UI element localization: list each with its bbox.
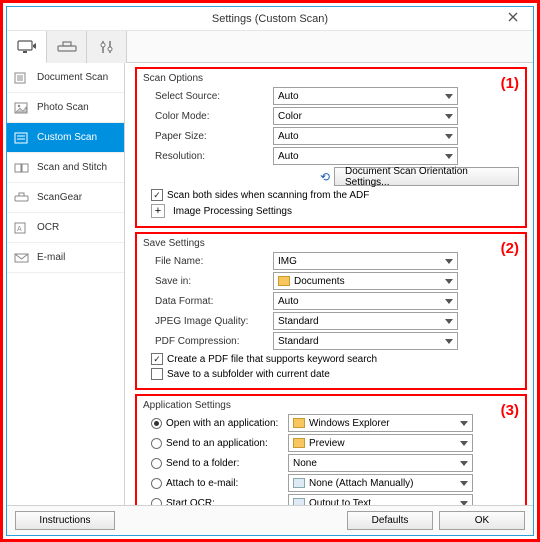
- text-icon: [293, 498, 305, 505]
- titlebar: Settings (Custom Scan): [7, 7, 533, 31]
- scan-both-sides-checkbox[interactable]: ✓: [151, 189, 163, 201]
- scan-both-sides-label: Scan both sides when scanning from the A…: [167, 190, 369, 201]
- instructions-button[interactable]: Instructions: [15, 511, 115, 530]
- send-app-dropdown[interactable]: Preview: [288, 434, 473, 452]
- refresh-icon[interactable]: ⟲: [320, 170, 330, 184]
- close-icon: [508, 12, 518, 22]
- send-app-label: Send to an application:: [166, 438, 284, 449]
- section-title: Save Settings: [143, 238, 519, 249]
- preview-icon: [293, 438, 305, 448]
- create-pdf-checkbox[interactable]: ✓: [151, 353, 163, 365]
- orientation-settings-button[interactable]: Document Scan Orientation Settings...: [334, 167, 519, 186]
- sidebar-item-scan-stitch[interactable]: Scan and Stitch: [7, 153, 124, 183]
- folder-icon: [278, 276, 290, 286]
- svg-text:A: A: [17, 226, 22, 233]
- photo-icon: [13, 101, 31, 115]
- sidebar-item-label: OCR: [37, 222, 59, 233]
- paper-size-dropdown[interactable]: Auto: [273, 127, 458, 145]
- attach-email-dropdown[interactable]: None (Attach Manually): [288, 474, 473, 492]
- content-area: Document Scan Photo Scan Custom Scan Sca…: [7, 63, 533, 505]
- attach-email-label: Attach to e-mail:: [166, 478, 284, 489]
- select-source-dropdown[interactable]: Auto: [273, 87, 458, 105]
- section-title: Scan Options: [143, 73, 519, 84]
- scanner-icon: [56, 40, 78, 54]
- color-mode-dropdown[interactable]: Color: [273, 107, 458, 125]
- pdf-compression-label: PDF Compression:: [143, 336, 273, 347]
- create-pdf-label: Create a PDF file that supports keyword …: [167, 354, 377, 365]
- save-subfolder-checkbox[interactable]: [151, 368, 163, 380]
- annotated-frame: Settings (Custom Scan) Document Scan Pho…: [0, 0, 540, 542]
- resolution-label: Resolution:: [143, 151, 273, 162]
- sidebar-item-label: ScanGear: [37, 192, 82, 203]
- section-scan-options: (1) Scan Options Select Source: Auto Col…: [135, 67, 527, 228]
- resolution-dropdown[interactable]: Auto: [273, 147, 458, 165]
- scangear-icon: [13, 191, 31, 205]
- save-in-dropdown[interactable]: Documents: [273, 272, 458, 290]
- mode-toolbar: [7, 31, 533, 63]
- stitch-icon: [13, 161, 31, 175]
- callout-1: (1): [501, 75, 519, 92]
- image-processing-expander[interactable]: +: [151, 204, 165, 218]
- ocr-icon: A: [13, 221, 31, 235]
- callout-3: (3): [501, 402, 519, 419]
- sidebar: Document Scan Photo Scan Custom Scan Sca…: [7, 63, 125, 505]
- save-in-label: Save in:: [143, 276, 273, 287]
- monitor-icon: [16, 39, 38, 55]
- sidebar-item-photo-scan[interactable]: Photo Scan: [7, 93, 124, 123]
- paper-size-label: Paper Size:: [143, 131, 273, 142]
- sidebar-item-label: E-mail: [37, 252, 65, 263]
- file-name-field[interactable]: IMG: [273, 252, 458, 270]
- sidebar-item-label: Custom Scan: [37, 132, 97, 143]
- data-format-label: Data Format:: [143, 296, 273, 307]
- main-panel: (1) Scan Options Select Source: Auto Col…: [125, 63, 533, 505]
- open-app-dropdown[interactable]: Windows Explorer: [288, 414, 473, 432]
- jpeg-quality-dropdown[interactable]: Standard: [273, 312, 458, 330]
- sidebar-item-ocr[interactable]: A OCR: [7, 213, 124, 243]
- start-ocr-label: Start OCR:: [166, 498, 284, 506]
- file-name-label: File Name:: [143, 256, 273, 267]
- data-format-dropdown[interactable]: Auto: [273, 292, 458, 310]
- start-ocr-dropdown[interactable]: Output to Text: [288, 494, 473, 505]
- explorer-icon: [293, 418, 305, 428]
- start-ocr-radio[interactable]: [151, 498, 162, 506]
- image-processing-label: Image Processing Settings: [173, 206, 292, 217]
- pdf-compression-dropdown[interactable]: Standard: [273, 332, 458, 350]
- select-source-label: Select Source:: [143, 91, 273, 102]
- attach-email-radio[interactable]: [151, 478, 162, 489]
- jpeg-quality-label: JPEG Image Quality:: [143, 316, 273, 327]
- sidebar-item-scangear[interactable]: ScanGear: [7, 183, 124, 213]
- defaults-button[interactable]: Defaults: [347, 511, 433, 530]
- sidebar-item-document-scan[interactable]: Document Scan: [7, 63, 124, 93]
- sliders-icon: [98, 39, 116, 55]
- sidebar-item-label: Document Scan: [37, 72, 108, 83]
- close-button[interactable]: [493, 7, 533, 27]
- section-application-settings: (3) Application Settings Open with an ap…: [135, 394, 527, 505]
- callout-2: (2): [501, 240, 519, 257]
- send-folder-label: Send to a folder:: [166, 458, 284, 469]
- section-save-settings: (2) Save Settings File Name: IMG Save in…: [135, 232, 527, 390]
- document-icon: [13, 71, 31, 85]
- tab-scan-from-pc[interactable]: [7, 31, 47, 63]
- email-icon: [13, 251, 31, 265]
- save-subfolder-label: Save to a subfolder with current date: [167, 369, 330, 380]
- open-app-radio[interactable]: [151, 418, 162, 429]
- color-mode-label: Color Mode:: [143, 111, 273, 122]
- window-title: Settings (Custom Scan): [212, 13, 328, 25]
- send-folder-dropdown[interactable]: None: [288, 454, 473, 472]
- open-app-label: Open with an application:: [166, 418, 284, 429]
- tab-general[interactable]: [87, 31, 127, 63]
- sidebar-item-custom-scan[interactable]: Custom Scan: [7, 123, 124, 153]
- section-title: Application Settings: [143, 400, 519, 411]
- sidebar-item-email[interactable]: E-mail: [7, 243, 124, 273]
- settings-dialog: Settings (Custom Scan) Document Scan Pho…: [6, 6, 534, 536]
- sidebar-item-label: Scan and Stitch: [37, 162, 107, 173]
- footer: Instructions Defaults OK: [7, 505, 533, 535]
- tab-scan-from-panel[interactable]: [47, 31, 87, 63]
- mail-icon: [293, 478, 305, 488]
- ok-button[interactable]: OK: [439, 511, 525, 530]
- send-app-radio[interactable]: [151, 438, 162, 449]
- sidebar-item-label: Photo Scan: [37, 102, 89, 113]
- custom-icon: [13, 131, 31, 145]
- send-folder-radio[interactable]: [151, 458, 162, 469]
